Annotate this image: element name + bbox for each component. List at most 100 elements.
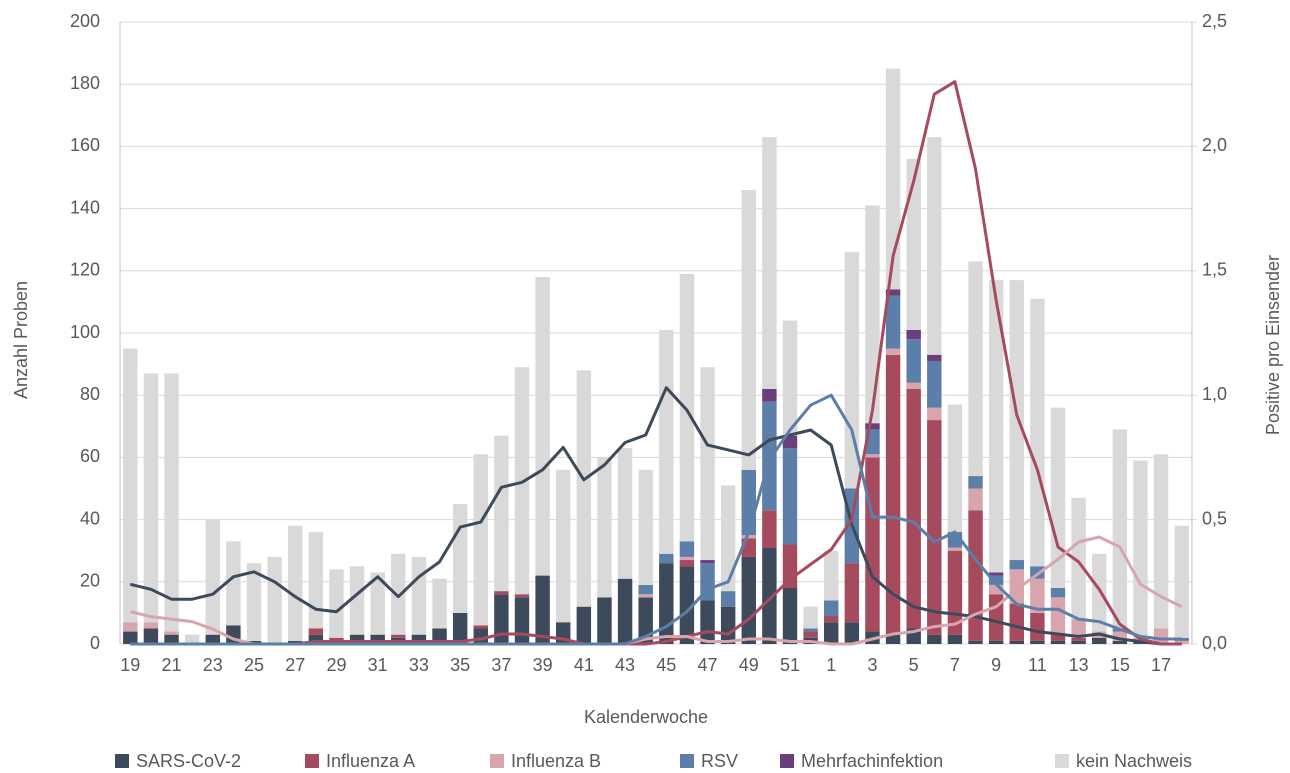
x-tick-label: 37 [491,655,511,675]
bar-segment [411,634,427,644]
y-tick-label: 160 [70,135,100,155]
bar-segment [824,616,839,623]
bar-segment [1050,588,1066,598]
bar-segment [844,622,860,644]
bar-segment [123,622,138,632]
x-tick-label: 23 [203,655,223,675]
bar-segment [782,448,798,545]
bar-segment [885,289,901,296]
x-tick-label: 9 [991,655,1001,675]
bar-segment [906,382,921,389]
bar-segment [143,373,159,623]
bar-segment [906,158,921,330]
y-tick-label: 20 [80,571,100,591]
bar-segment [143,628,159,644]
bar-segment [514,597,530,644]
y2-tick-label: 1,5 [1202,260,1227,280]
bar-segment [1174,640,1189,644]
bar-segment [246,640,262,644]
bar-segment [638,469,653,585]
x-tick-label: 45 [656,655,676,675]
legend-swatch [305,754,319,768]
x-tick-label: 21 [162,655,182,675]
line [130,80,1182,646]
bar-segment [597,597,612,644]
bar-segment [659,563,674,644]
bar-segment [927,407,942,421]
x-tick-label: 33 [409,655,429,675]
bar-segment [556,469,571,623]
bar-segment [617,578,633,644]
bar-segment [329,569,344,638]
bar-segment [927,634,942,644]
legend-label: Mehrfachinfektion [801,751,943,771]
bar-segment [494,594,509,644]
y-tick-label: 120 [70,260,100,280]
bar-segment [494,591,509,595]
bar-segment [844,563,860,623]
bar-segment [164,634,179,644]
bar-segment [1030,298,1045,567]
bar-segment [885,348,901,355]
bar-segment [762,401,777,511]
x-tick-label: 7 [950,655,960,675]
bar-segment [762,547,777,644]
bar-segment [782,588,798,644]
x-tick-label: 47 [698,655,718,675]
bar-segment [885,68,901,290]
bar-segment [700,367,715,561]
bar-segment [679,556,695,561]
y-tick-label: 180 [70,73,100,93]
bar-segment [1050,640,1066,644]
bar-segment [968,476,983,489]
bar-segment [308,628,324,635]
y-tick-label: 80 [80,384,100,404]
bar-segment [988,584,1004,595]
x-tick-label: 31 [368,655,388,675]
bar-segment [865,423,880,430]
bar-segment [1071,637,1086,641]
bar-segment [741,189,756,470]
bar-segment [968,488,983,511]
bar-segment [988,572,1004,576]
bar-segment [679,566,695,644]
x-tick-label: 49 [739,655,759,675]
bar-segment [824,600,839,617]
bar-segment [679,560,695,567]
bar-segment [411,556,427,635]
bar-segment [184,634,200,644]
bar-segment [1030,640,1045,644]
bar-segment [123,631,138,644]
x-tick-label: 41 [574,655,594,675]
bar-segment [885,354,901,635]
bar-segment [968,261,983,477]
bar-segment [349,634,365,644]
bar-segment [1112,640,1128,644]
bar-segment [782,544,798,589]
bar-segment [164,373,179,632]
y-tick-label: 60 [80,446,100,466]
x-tick-label: 13 [1069,655,1089,675]
bar-segment [968,640,983,644]
legend-swatch [490,754,504,768]
y2-tick-label: 0,0 [1202,633,1227,653]
bar-segment [123,348,138,623]
bar-segment [1092,637,1107,644]
x-tick-label: 11 [1028,655,1047,675]
bar-segment [1009,560,1024,570]
bar-segment [349,566,365,635]
bar-segment [844,252,860,489]
legend-label: RSV [701,751,738,771]
bar-segment [1050,407,1066,589]
bar-segment [762,510,777,548]
bar-segment [576,370,592,607]
x-tick-label: 5 [909,655,919,675]
bar-segment [1112,429,1128,629]
bar-segment [762,137,777,389]
y-tick-label: 40 [80,508,100,528]
bar-segment [1009,569,1024,604]
bar-segment [659,553,674,564]
bar-segment [391,553,406,635]
legend-swatch [780,754,794,768]
bar-segment [535,575,550,644]
